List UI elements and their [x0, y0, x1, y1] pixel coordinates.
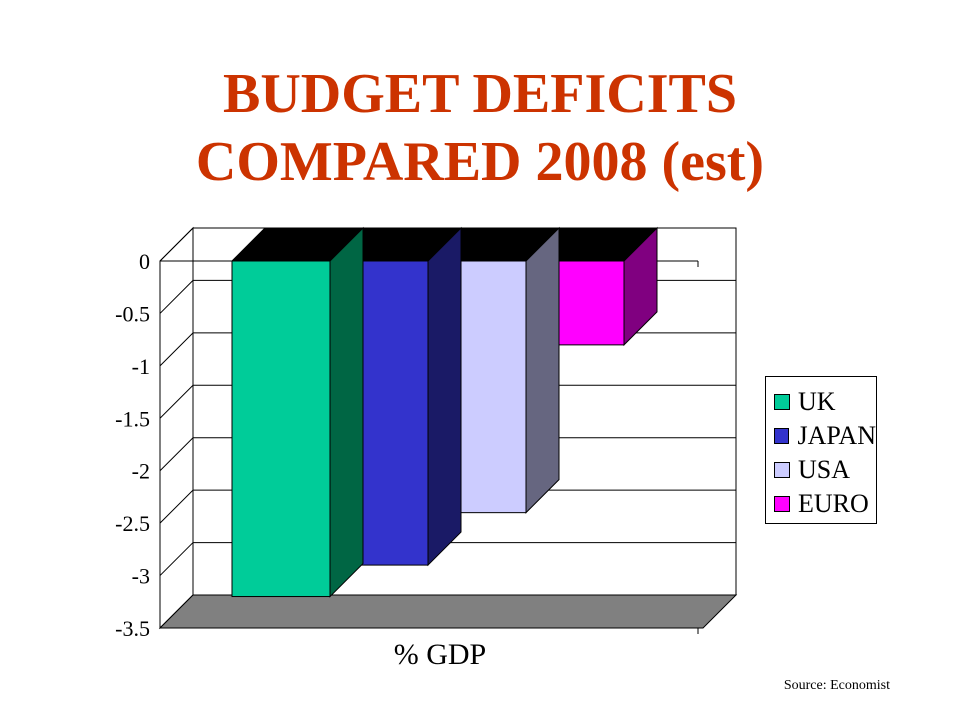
- legend-label: JAPAN: [797, 421, 876, 450]
- legend-label: UK: [798, 387, 836, 416]
- bar-side-usa: [525, 226, 560, 514]
- y-tick-label: 0: [139, 249, 150, 274]
- y-tick-label: -3: [132, 564, 150, 589]
- bar-side-uk: [329, 226, 364, 598]
- gridline: [159, 542, 736, 576]
- legend-item-uk: UK: [774, 385, 876, 419]
- legend: UK JAPAN USA EURO: [765, 376, 877, 524]
- legend-item-japan: JAPAN: [774, 419, 876, 453]
- legend-item-euro: EURO: [774, 487, 876, 521]
- title-line-1: BUDGET DEFICITS: [222, 63, 737, 125]
- gridline: [159, 489, 736, 524]
- legend-swatch: [774, 496, 790, 512]
- chart-title: BUDGET DEFICITS COMPARED 2008 (est): [0, 60, 960, 196]
- y-tick-label: -2.5: [115, 511, 150, 536]
- side-wall: [159, 226, 194, 630]
- legend-item-usa: USA: [774, 453, 876, 487]
- bars: [230, 226, 659, 598]
- floor: [158, 594, 738, 629]
- legend-label: USA: [798, 455, 851, 484]
- y-tick-label: -2: [132, 459, 150, 484]
- bar-uk: [231, 260, 331, 598]
- y-tick-label: -1.5: [115, 406, 150, 431]
- y-tick-label: -3.5: [115, 616, 150, 641]
- legend-swatch: [774, 428, 790, 444]
- bar-side-japan: [427, 226, 462, 567]
- title-line-2: COMPARED 2008 (est): [195, 131, 765, 193]
- y-tick-label: -0.5: [115, 301, 150, 326]
- y-axis-ticks: 0 -0.5 -1 -1.5 -2 -2.5 -3 -3.5: [115, 249, 150, 641]
- legend-label: EURO: [798, 489, 869, 518]
- x-axis-label: % GDP: [393, 638, 487, 671]
- source-note: Source: Economist: [783, 678, 890, 693]
- y-tick-label: -1: [132, 354, 150, 379]
- legend-swatch: [774, 394, 790, 410]
- legend-swatch: [774, 462, 790, 478]
